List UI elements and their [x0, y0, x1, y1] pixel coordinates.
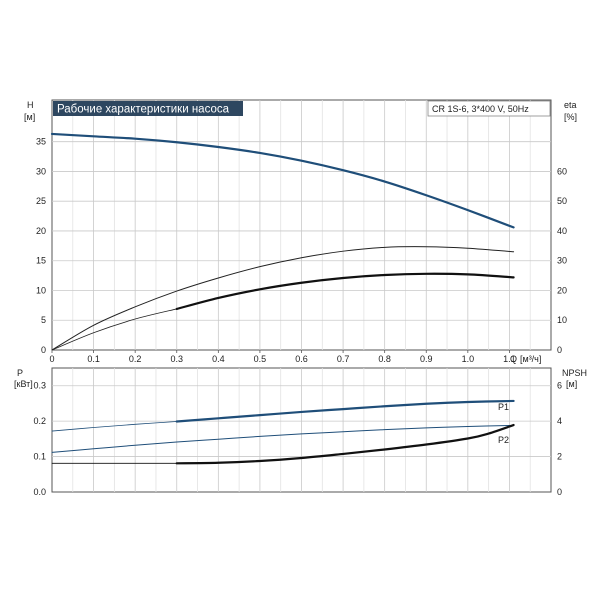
bottom-series-line-1	[175, 399, 515, 423]
x-tick-label: 0.2	[129, 354, 142, 364]
top-right-tick-label: 0	[557, 345, 562, 355]
top-right-tick-label: 60	[557, 166, 567, 176]
y-axis-npsh-label: NPSH	[562, 368, 587, 378]
top-right-tick-label: 10	[557, 315, 567, 325]
bottom-series-line-0	[51, 421, 178, 432]
top-x-tick-labels: 0 0.1 0.2 0.3 0.4 0.5 0.6 0.7 0.8 0.9 1.0 1.1	[49, 350, 516, 364]
top-right-tick-label: 30	[557, 256, 567, 266]
top-series-line-2	[51, 308, 178, 351]
x-tick-label: 0.3	[170, 354, 183, 364]
x-tick-label: 0.5	[254, 354, 267, 364]
top-left-tick-label: 25	[36, 196, 46, 206]
bottom-right-tick-label: 2	[557, 452, 562, 462]
x-tick-label: 0.8	[378, 354, 391, 364]
top-grid	[52, 100, 551, 350]
x-tick-label: 1.0	[462, 354, 475, 364]
x-tick-label: 0.6	[295, 354, 308, 364]
bottom-right-tick-label: 4	[557, 416, 562, 426]
top-right-tick-label: 40	[557, 226, 567, 236]
series-label-p1: P1	[498, 402, 509, 412]
x-tick-label: 0.1	[87, 354, 100, 364]
top-series-line-0	[50, 132, 515, 229]
top-right-tick-label: 50	[557, 196, 567, 206]
x-tick-label: 1.1	[503, 354, 516, 364]
y-axis-right-unit: [%]	[564, 112, 577, 122]
top-left-tick-label: 15	[36, 256, 46, 266]
top-panel: 0 0.1 0.2 0.3 0.4 0.5 0.6 0.7 0.8 0.9 1.0 1.1 0 5 10 1…	[24, 99, 577, 364]
info-box-text: CR 1S-6, 3*400 V, 50Hz	[432, 104, 529, 114]
x-tick-label: 0.7	[337, 354, 350, 364]
info-box-frame	[427, 100, 551, 117]
y-axis-left-label: H	[27, 100, 34, 110]
y-axis-right-label: eta	[564, 100, 577, 110]
chart-title-background	[53, 101, 243, 116]
bottom-series-line-2	[51, 424, 515, 453]
y-axis-left-unit: [м]	[24, 112, 35, 122]
top-series-group	[50, 132, 515, 351]
top-left-tick-labels: 0 5 10 15 20 25 30 35	[36, 137, 46, 355]
bottom-left-tick-label: 0.3	[33, 381, 46, 391]
bottom-series-group	[51, 399, 515, 465]
x-axis-label-unit: [м³/ч]	[520, 354, 541, 364]
x-tick-label: 0.9	[420, 354, 433, 364]
y-axis-p-unit: [кВт]	[14, 379, 33, 389]
top-left-tick-label: 5	[41, 315, 46, 325]
top-series-line-3	[175, 272, 515, 311]
top-left-tick-label: 30	[36, 166, 46, 176]
bottom-grid	[52, 368, 551, 492]
bottom-right-tick-label: 6	[557, 381, 562, 391]
top-right-tick-labels: 0 10 20 30 40 50 60	[557, 166, 567, 355]
bottom-right-tick-labels: 0 2 4 6	[557, 381, 562, 497]
top-left-tick-label: 0	[41, 345, 46, 355]
y-axis-p-label: P	[17, 368, 23, 378]
bottom-left-tick-labels: 0.0 0.1 0.2 0.3	[33, 381, 46, 497]
bottom-left-tick-label: 0.2	[33, 416, 46, 426]
bottom-right-tick-label: 0	[557, 487, 562, 497]
y-axis-npsh-unit: [м]	[566, 379, 577, 389]
bottom-left-tick-label: 0.1	[33, 452, 46, 462]
top-left-tick-label: 10	[36, 285, 46, 295]
top-left-tick-label: 35	[36, 137, 46, 147]
series-label-p2: P2	[498, 435, 509, 445]
x-tick-label: 0	[49, 354, 54, 364]
bottom-left-tick-label: 0.0	[33, 487, 46, 497]
top-right-tick-label: 20	[557, 285, 567, 295]
top-left-tick-label: 20	[36, 226, 46, 236]
x-axis-label-q: Q	[510, 354, 517, 364]
top-series-line-1	[51, 246, 515, 351]
bottom-panel: 0.0 0.1 0.2 0.3 0 2 4 6 P [кВт] NPSH [м] P1 P2	[14, 367, 587, 497]
chart-title: Рабочие характеристики насоса	[57, 104, 230, 116]
x-tick-label: 0.4	[212, 354, 225, 364]
bottom-series-line-4	[175, 423, 515, 465]
